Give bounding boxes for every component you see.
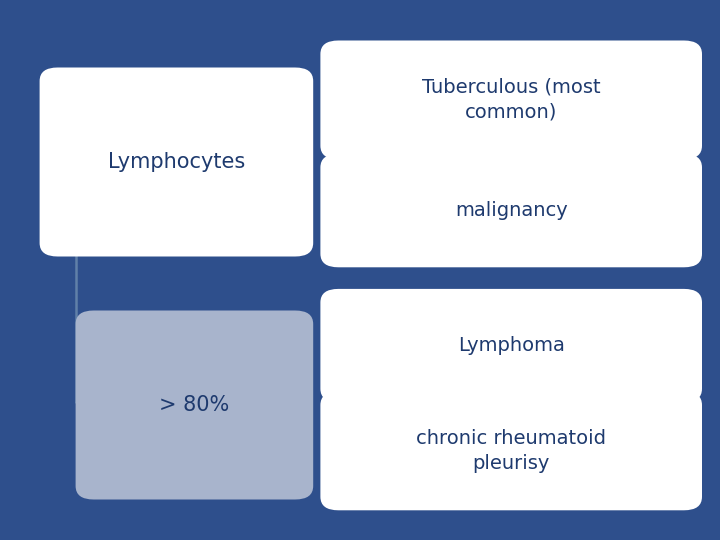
Text: Lymphoma: Lymphoma <box>458 336 564 355</box>
FancyBboxPatch shape <box>320 154 702 267</box>
FancyBboxPatch shape <box>320 40 702 159</box>
FancyBboxPatch shape <box>40 68 313 256</box>
FancyBboxPatch shape <box>76 310 313 500</box>
Text: malignancy: malignancy <box>455 201 567 220</box>
Text: > 80%: > 80% <box>159 395 230 415</box>
FancyBboxPatch shape <box>320 392 702 510</box>
Text: chronic rheumatoid
pleurisy: chronic rheumatoid pleurisy <box>416 429 606 473</box>
Text: Lymphocytes: Lymphocytes <box>108 152 245 172</box>
Text: Tuberculous (most
common): Tuberculous (most common) <box>422 78 600 122</box>
FancyBboxPatch shape <box>320 289 702 402</box>
